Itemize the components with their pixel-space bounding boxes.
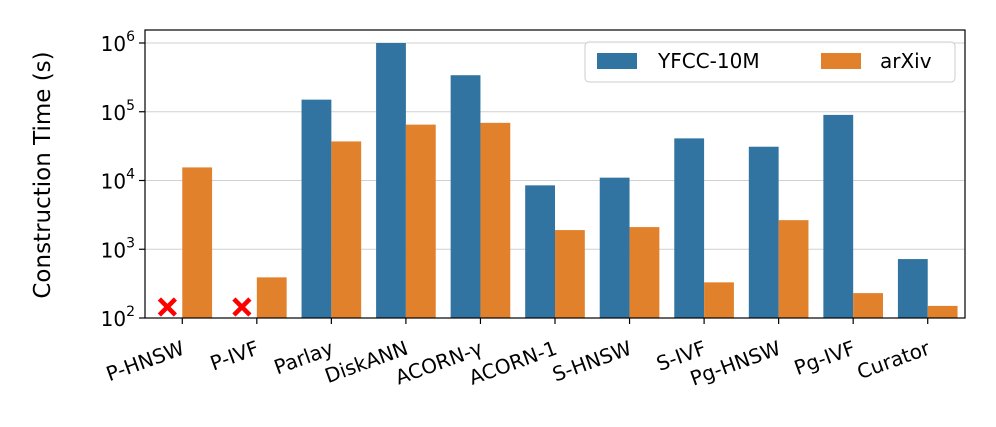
y-tick-label: 104 (101, 167, 135, 194)
bar (182, 167, 213, 318)
bar (555, 230, 585, 318)
legend: YFCC-10M arXiv (584, 41, 956, 83)
bar (525, 185, 555, 318)
y-axis-label: Construction Time (s) (30, 51, 56, 298)
x-icon-stroke (157, 297, 177, 317)
bar (301, 99, 332, 318)
legend-label-arxiv: arXiv (880, 49, 932, 73)
bar (450, 75, 481, 319)
x-icon (232, 297, 252, 317)
bar (376, 43, 406, 318)
x-tick-label: P-IVF (207, 336, 262, 376)
bar (823, 114, 854, 318)
x-tick-label: Pg-IVF (791, 336, 858, 380)
bar (704, 282, 734, 318)
bar (927, 305, 958, 318)
bar (629, 227, 660, 318)
missing-marker-layer (157, 297, 252, 317)
bar (748, 146, 779, 318)
y-axis-ticks: 102 103 104 105 106 (101, 29, 145, 331)
bar (853, 293, 883, 318)
x-icon (157, 297, 177, 317)
y-tick-label: 105 (101, 98, 135, 125)
y-tick-label: 102 (101, 304, 135, 331)
bar (778, 220, 809, 318)
bar (256, 277, 287, 318)
x-axis-ticks: P-HNSW P-IVF ParlayDiskANNACORN-γACORN-1S-… (103, 318, 934, 391)
y-tick-label: 106 (101, 29, 135, 56)
legend-box (584, 41, 956, 83)
bar (480, 122, 511, 318)
bar (331, 141, 362, 318)
legend-swatch-yfcc (597, 53, 637, 69)
x-tick-label: Curator (854, 336, 934, 385)
bar (674, 138, 705, 318)
y-tick-label: 103 (101, 235, 135, 262)
bar-layer (182, 43, 958, 319)
legend-swatch-arxiv (821, 53, 861, 69)
legend-label-yfcc: YFCC-10M (657, 49, 760, 73)
x-tick-label: P-HNSW (103, 336, 188, 386)
x-tick-label: S-HNSW (549, 336, 635, 387)
x-icon-stroke (232, 297, 252, 317)
bar (599, 177, 630, 318)
bar (897, 259, 928, 318)
bar (405, 124, 436, 318)
